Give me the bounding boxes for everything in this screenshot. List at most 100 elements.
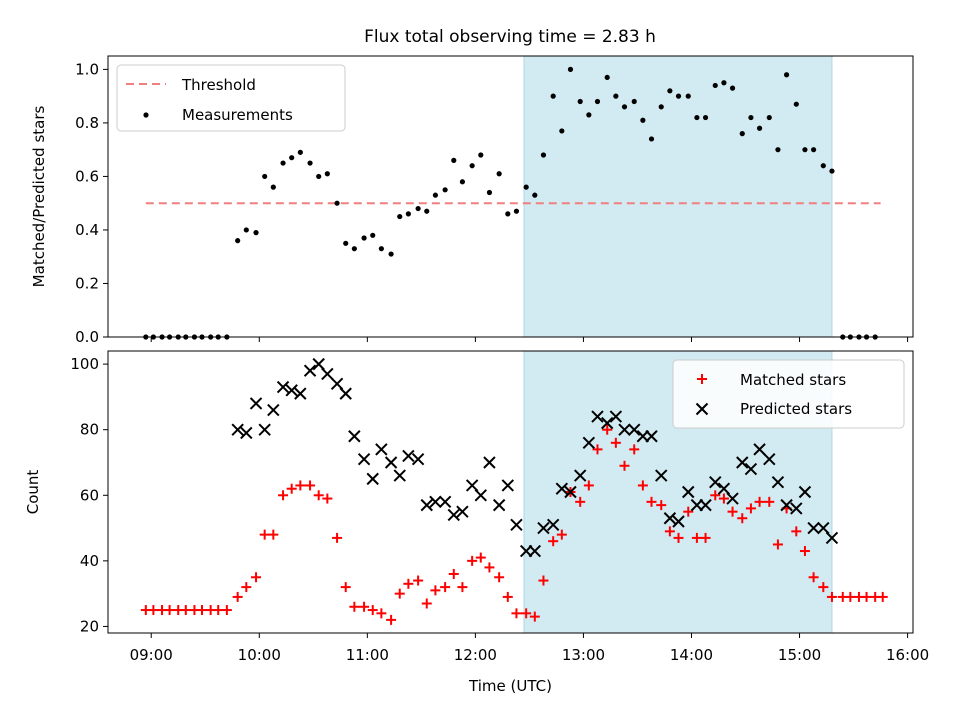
legend-box — [672, 359, 905, 429]
measurement-point — [702, 114, 709, 121]
predicted-point — [429, 495, 442, 509]
measurement-point — [370, 232, 376, 238]
predicted-point-b — [447, 508, 460, 522]
predicted-point — [393, 469, 406, 482]
bottom-x-tick-label: 13:00 — [562, 646, 605, 664]
predicted-point-b — [483, 456, 496, 469]
predicted-point-b — [384, 456, 398, 469]
observing-window — [523, 55, 833, 338]
matched-point — [484, 562, 495, 573]
predicted-point-b — [763, 453, 776, 466]
predicted-point — [492, 498, 506, 512]
predicted-point — [546, 518, 560, 531]
matched-point — [241, 582, 252, 593]
bottom-y-tick-label: 100 — [70, 355, 99, 373]
matched-point — [164, 605, 175, 616]
measurement-point — [513, 208, 520, 214]
measurement-point — [397, 213, 403, 220]
predicted-point — [510, 518, 523, 531]
matched-point — [602, 424, 613, 435]
predicted-point-b — [682, 485, 695, 499]
matched-point — [637, 480, 648, 491]
bottom-x-tick-label: 11:00 — [346, 646, 389, 664]
predicted-point-b — [393, 469, 406, 482]
predicted-point — [411, 453, 425, 466]
predicted-point — [339, 387, 352, 400]
predicted-point-b — [546, 518, 560, 531]
measurement-point — [343, 240, 349, 246]
measurement-point — [532, 192, 538, 198]
top-y-tick-label: 0.0 — [75, 328, 99, 346]
bottom-x-tick-label: 12:00 — [454, 646, 497, 664]
matched-point — [457, 582, 468, 593]
predicted-point — [447, 508, 460, 522]
top-axis-ticks: 0.0 0.2 0.4 0.6 0.8 1.0 — [75, 60, 909, 346]
predicted-point-b — [699, 498, 712, 512]
matched-point — [278, 490, 289, 501]
matched-point — [494, 572, 505, 583]
predicted-point — [312, 357, 325, 371]
predicted-point-b — [474, 489, 487, 502]
legend-measurements-swatch — [143, 112, 149, 118]
matched-point — [313, 490, 324, 501]
measurement-point — [658, 104, 664, 110]
predicted-point — [699, 498, 712, 512]
highlight-span — [523, 55, 833, 338]
bottom-x-tick-label: 16:00 — [886, 646, 929, 664]
predicted-point — [655, 469, 668, 482]
predicted-point-b — [528, 544, 542, 558]
predicted-point — [825, 531, 839, 545]
matched-point — [710, 490, 721, 501]
matched-point — [349, 601, 360, 612]
predicted-point — [726, 492, 739, 505]
predicted-point-b — [438, 495, 452, 509]
bottom-panel: 20 40 60 80 100 09:00 10:00 11:00 12:00 13:00 14:0… — [24, 350, 929, 695]
measurement-point — [388, 251, 394, 257]
predicted-point — [682, 485, 695, 499]
matched-point — [213, 605, 224, 616]
measurement-point — [667, 88, 673, 94]
predicted-point — [763, 453, 776, 466]
matched-point — [521, 608, 532, 619]
predicted-point — [267, 403, 280, 417]
matched-point — [619, 460, 630, 471]
matched-point — [772, 539, 783, 550]
legend-box — [116, 64, 346, 132]
matched-point — [180, 605, 191, 616]
measurement-point — [469, 163, 475, 169]
matched-point — [340, 582, 351, 593]
counts-series — [140, 357, 888, 625]
predicted-point-b — [807, 521, 820, 535]
predicted-point — [798, 485, 812, 499]
predicted-point — [807, 521, 820, 535]
legend-predicted-swatch — [695, 402, 709, 416]
matched-point — [799, 546, 810, 557]
legend-predicted-label: Predicted stars — [740, 400, 852, 418]
predicted-point — [240, 426, 253, 440]
predicted-point — [582, 436, 596, 450]
predicted-point-b — [591, 410, 604, 423]
matched-point — [718, 493, 729, 504]
bottom-legend: Matched stars Predicted stars — [672, 359, 905, 429]
predicted-point-b — [456, 505, 469, 518]
predicted-point-b — [402, 449, 415, 463]
matched-point — [376, 608, 387, 619]
predicted-point-b — [573, 469, 587, 482]
predicted-point — [348, 430, 361, 443]
predicted-point-b — [564, 485, 577, 499]
predicted-point — [375, 443, 388, 456]
matched-point — [305, 480, 316, 491]
measurement-point — [829, 168, 835, 174]
measurement-point — [280, 160, 286, 166]
predicted-point — [618, 423, 631, 436]
predicted-point — [420, 498, 433, 512]
measurement-point — [307, 160, 313, 166]
predicted-point — [249, 397, 263, 410]
predicted-point — [456, 505, 469, 518]
predicted-point-b — [709, 475, 722, 489]
predicted-point-b — [267, 403, 280, 417]
measurement-point — [577, 98, 583, 105]
bottom-y-tick-label: 20 — [80, 617, 99, 635]
predicted-point — [601, 416, 614, 430]
measurement-point — [540, 152, 547, 158]
